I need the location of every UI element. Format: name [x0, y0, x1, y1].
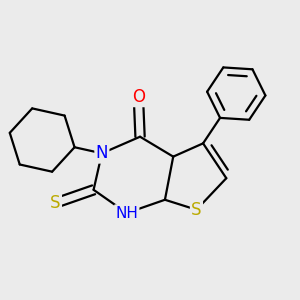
Text: O: O	[132, 88, 145, 106]
Text: S: S	[191, 201, 202, 219]
Text: N: N	[96, 144, 108, 162]
Text: NH: NH	[115, 206, 138, 220]
Text: S: S	[50, 194, 61, 212]
